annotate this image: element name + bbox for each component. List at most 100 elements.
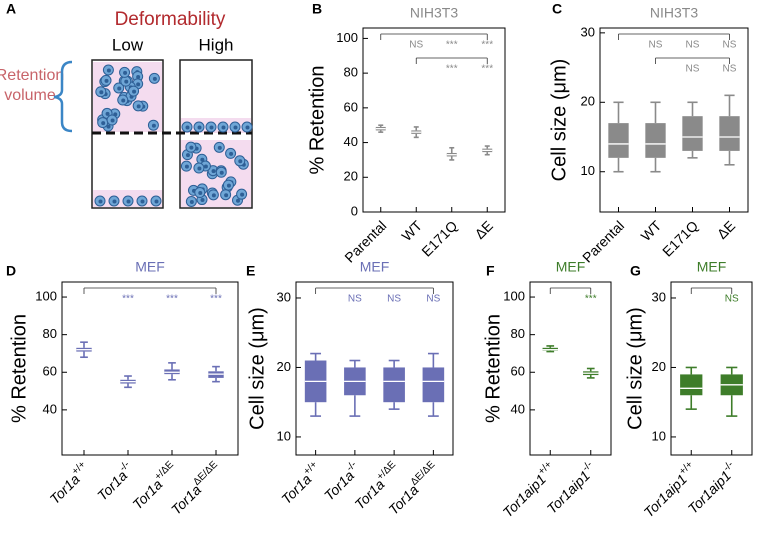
x-tick-label: Parental (579, 217, 627, 265)
cell-nucleus (98, 199, 103, 204)
significance-label: *** (585, 294, 597, 305)
cell-nucleus (136, 74, 141, 79)
y-tick-label: 30 (652, 289, 666, 304)
x-tick-label: WT (398, 217, 425, 244)
cell-nucleus (136, 104, 141, 109)
plot-frame (529, 281, 612, 456)
cell-nucleus (211, 193, 216, 198)
box (682, 116, 703, 151)
y-tick-label: 20 (344, 169, 358, 184)
cell-nucleus (105, 111, 110, 116)
y-tick-label: 100 (503, 288, 525, 303)
y-tick-label: 30 (277, 289, 291, 304)
genotype: +/ΔE (152, 459, 176, 483)
significance-label: NS (348, 294, 362, 305)
cell-nucleus (236, 198, 241, 203)
y-tick-label: 100 (336, 30, 358, 45)
cell-nucleus (229, 151, 234, 156)
cell-nucleus (238, 159, 243, 164)
cell-nucleus (101, 121, 106, 126)
significance-label: NS (649, 40, 663, 51)
panel-letter: D (6, 263, 16, 279)
y-tick-label: 20 (277, 359, 291, 374)
plot-frame (295, 281, 454, 456)
significance-label: NS (686, 40, 700, 51)
y-tick-label: 80 (511, 326, 525, 341)
genotype: ΔE/ΔE (408, 459, 437, 488)
box (680, 374, 703, 396)
cell-nucleus (197, 166, 202, 171)
significance-label: *** (446, 64, 458, 75)
plot-frame (61, 281, 239, 456)
cell-nucleus (200, 157, 205, 162)
panel-letter: C (552, 1, 562, 17)
y-tick-label: 80 (344, 65, 358, 80)
y-tick-label: 100 (35, 288, 57, 303)
x-tick-label: WT (638, 217, 665, 244)
x-tick-label: ΔE (714, 217, 739, 242)
cell-nucleus (217, 145, 222, 150)
gene-name: Tor1aip1 (499, 471, 548, 520)
cell-nucleus (104, 78, 109, 83)
y-tick-label: 20 (581, 94, 595, 109)
y-tick-label: 80 (43, 326, 57, 341)
significance-label: *** (481, 40, 493, 51)
cell-nucleus (209, 125, 214, 130)
y-tick-label: 30 (581, 24, 595, 39)
cell-nucleus (117, 86, 122, 91)
y-tick-label: 10 (581, 163, 595, 178)
cell-nucleus (203, 164, 208, 169)
y-axis-label: Cell size (μm) (548, 59, 570, 182)
genotype: +/ΔE (375, 459, 399, 483)
cell-nucleus (240, 192, 245, 197)
significance-label: NS (426, 294, 440, 305)
gene-name: Tor1aip1 (684, 467, 733, 516)
column-label: Low (112, 35, 144, 54)
y-axis-label: Cell size (μm) (624, 307, 646, 430)
y-tick-label: 40 (511, 401, 525, 416)
panel-letter: A (6, 1, 16, 17)
significance-label: NS (387, 294, 401, 305)
cell-nucleus (121, 98, 126, 103)
cell-nucleus (99, 90, 104, 95)
box (383, 367, 405, 403)
y-axis-label: % Retention (306, 66, 328, 175)
x-tick-label: Tor1a+/+ (45, 459, 93, 507)
y-tick-label: 20 (652, 359, 666, 374)
column-label: High (199, 35, 234, 54)
cell-nucleus (189, 199, 194, 204)
plot-frame (362, 27, 506, 213)
cell-nucleus (189, 145, 194, 150)
cell-nucleus (112, 199, 117, 204)
cell-nucleus (185, 125, 190, 130)
cell-nucleus (123, 70, 128, 75)
plot-frame (599, 27, 749, 213)
box (422, 367, 445, 403)
cell-nucleus (198, 191, 203, 196)
cell-nucleus (211, 169, 216, 174)
significance-label: *** (166, 294, 178, 305)
cell-nucleus (219, 170, 224, 175)
diagram-title: Deformability (115, 9, 226, 30)
chart-title: NIH3T3 (410, 5, 458, 21)
cell-nucleus (152, 76, 157, 81)
significance-label: NS (409, 40, 423, 51)
significance-label: NS (723, 40, 737, 51)
significance-label: *** (481, 64, 493, 75)
cell-nucleus (233, 125, 238, 130)
cell-nucleus (126, 199, 131, 204)
chart-title: MEF (135, 259, 165, 275)
cell-nucleus (154, 199, 159, 204)
cell-nucleus (245, 125, 250, 130)
y-axis-label: Cell size (μm) (246, 307, 268, 430)
panel-letter: G (630, 263, 641, 279)
cell-nucleus (226, 183, 231, 188)
cell-nucleus (140, 199, 145, 204)
y-axis-label: % Retention (8, 314, 30, 423)
x-tick-label: E171Q (418, 217, 460, 259)
cell-nucleus (221, 125, 226, 130)
chart-title: MEF (556, 259, 586, 275)
cell-nucleus (106, 68, 111, 73)
cell-nucleus (106, 124, 111, 129)
